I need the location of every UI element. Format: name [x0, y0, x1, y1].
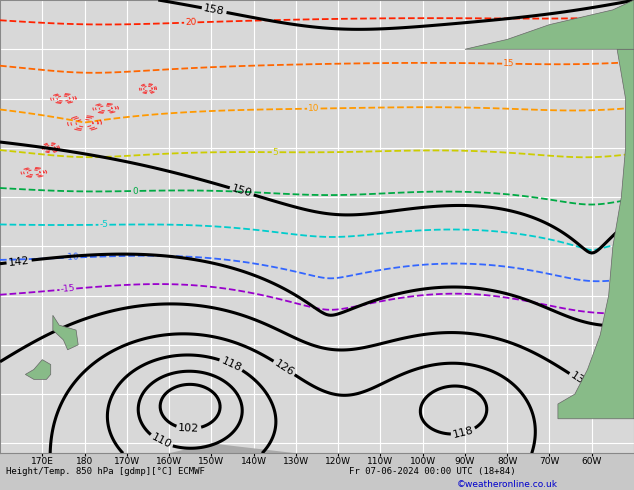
- Text: 118: 118: [452, 425, 475, 440]
- Text: 110: 110: [150, 432, 173, 451]
- Text: -15: -15: [60, 284, 75, 294]
- Text: 126: 126: [273, 358, 295, 378]
- Text: 150: 150: [230, 184, 253, 199]
- Polygon shape: [25, 360, 51, 379]
- Text: 118: 118: [219, 355, 243, 373]
- Polygon shape: [0, 443, 634, 453]
- Text: ©weatheronline.co.uk: ©weatheronline.co.uk: [456, 480, 557, 489]
- Text: 15: 15: [503, 59, 515, 68]
- Text: -10: -10: [65, 253, 80, 262]
- Text: 10: 10: [308, 104, 320, 113]
- Text: 134: 134: [569, 370, 592, 391]
- Polygon shape: [53, 315, 78, 350]
- Text: 0: 0: [133, 186, 139, 196]
- Text: Fr 07-06-2024 00:00 UTC (18+84): Fr 07-06-2024 00:00 UTC (18+84): [349, 467, 515, 476]
- Text: -5: -5: [100, 220, 108, 229]
- Text: Height/Temp. 850 hPa [gdmp][°C] ECMWF: Height/Temp. 850 hPa [gdmp][°C] ECMWF: [6, 467, 205, 476]
- Text: 158: 158: [203, 3, 226, 17]
- Polygon shape: [465, 0, 634, 49]
- Text: 5: 5: [273, 147, 278, 157]
- Text: 20: 20: [185, 18, 197, 27]
- Text: 102: 102: [178, 423, 200, 434]
- Polygon shape: [558, 49, 634, 419]
- Text: 142: 142: [8, 255, 30, 268]
